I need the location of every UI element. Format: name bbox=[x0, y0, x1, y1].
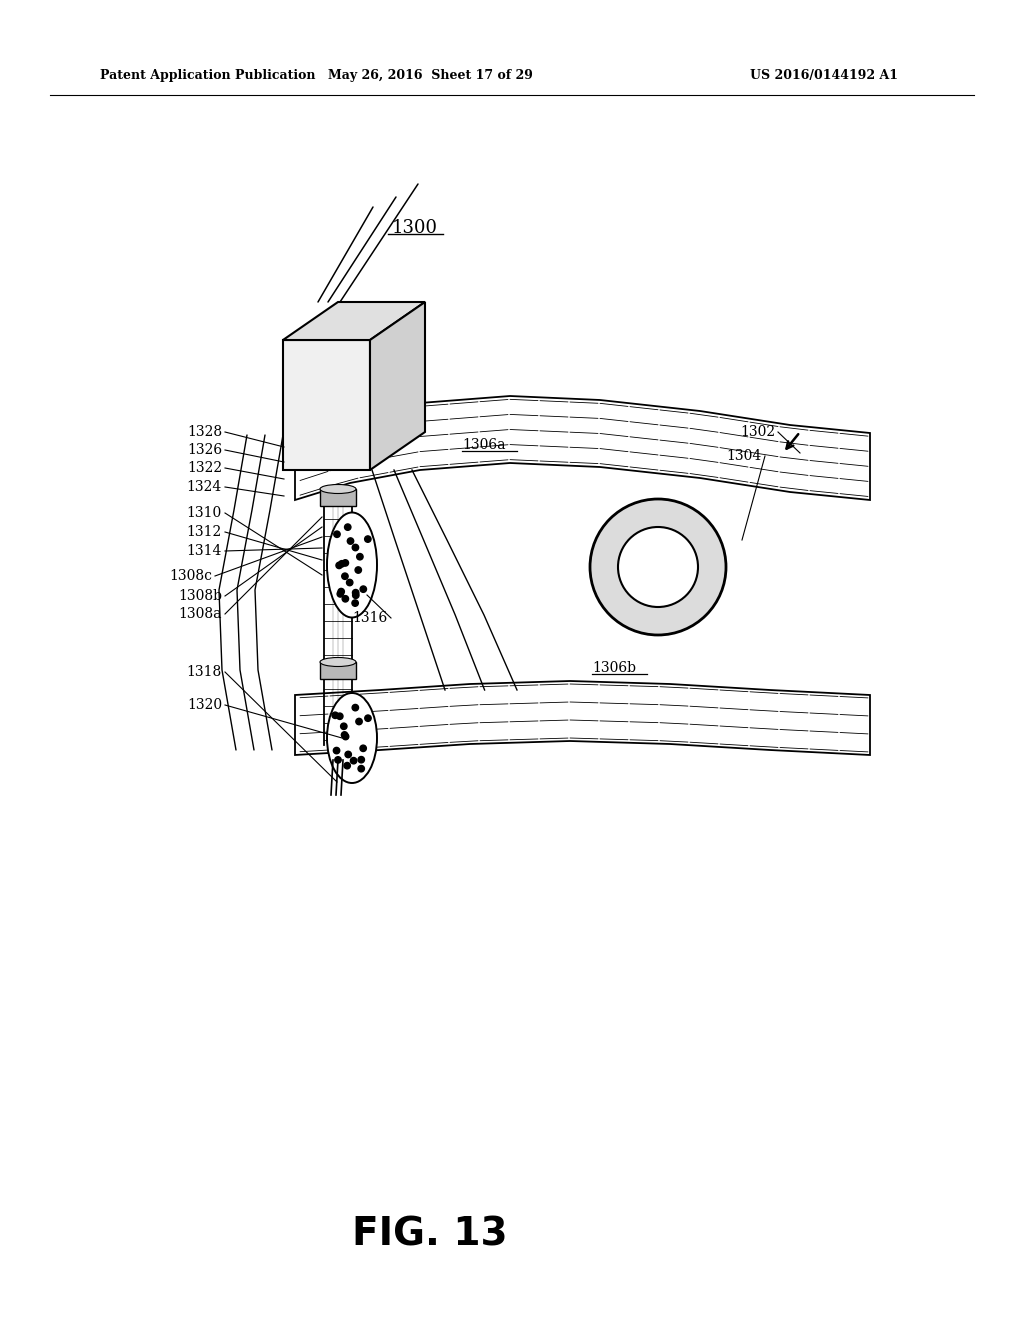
Circle shape bbox=[342, 595, 348, 602]
Text: 1310: 1310 bbox=[186, 506, 222, 520]
Circle shape bbox=[334, 747, 340, 754]
Circle shape bbox=[342, 734, 349, 739]
Text: 1320: 1320 bbox=[186, 698, 222, 711]
Text: 1306a: 1306a bbox=[462, 438, 506, 451]
Polygon shape bbox=[295, 681, 870, 755]
Circle shape bbox=[342, 560, 348, 566]
Circle shape bbox=[345, 751, 351, 758]
Text: 1324: 1324 bbox=[186, 480, 222, 494]
Circle shape bbox=[360, 586, 367, 593]
Ellipse shape bbox=[327, 693, 377, 783]
Circle shape bbox=[352, 590, 358, 595]
Circle shape bbox=[341, 723, 347, 730]
Circle shape bbox=[352, 544, 358, 550]
Circle shape bbox=[358, 756, 365, 763]
Circle shape bbox=[336, 562, 342, 569]
Circle shape bbox=[344, 763, 350, 768]
Text: 1328: 1328 bbox=[186, 425, 222, 440]
Ellipse shape bbox=[327, 512, 377, 618]
Text: 1300: 1300 bbox=[392, 219, 438, 238]
Circle shape bbox=[335, 756, 341, 763]
Bar bbox=[283, 341, 370, 470]
Circle shape bbox=[358, 766, 365, 772]
Circle shape bbox=[332, 711, 338, 718]
Circle shape bbox=[346, 579, 353, 586]
Bar bbox=[319, 663, 356, 678]
Bar bbox=[319, 488, 356, 506]
Text: 1316: 1316 bbox=[352, 611, 388, 624]
Circle shape bbox=[365, 536, 371, 543]
Circle shape bbox=[337, 590, 343, 597]
Circle shape bbox=[352, 705, 358, 711]
Circle shape bbox=[360, 744, 367, 751]
Polygon shape bbox=[283, 302, 425, 341]
Circle shape bbox=[350, 758, 356, 764]
Circle shape bbox=[342, 573, 348, 579]
Polygon shape bbox=[295, 396, 870, 500]
Circle shape bbox=[341, 731, 348, 738]
Text: 1308b: 1308b bbox=[178, 589, 222, 603]
Text: 1308c: 1308c bbox=[169, 569, 212, 583]
Text: 1312: 1312 bbox=[186, 525, 222, 539]
Circle shape bbox=[355, 566, 361, 573]
Text: 1314: 1314 bbox=[186, 544, 222, 558]
Circle shape bbox=[344, 524, 351, 531]
Circle shape bbox=[590, 499, 726, 635]
Text: 1306b: 1306b bbox=[592, 661, 636, 675]
Text: 1326: 1326 bbox=[186, 444, 222, 457]
Circle shape bbox=[356, 553, 364, 560]
Text: FIG. 13: FIG. 13 bbox=[352, 1216, 508, 1254]
Text: 1308a: 1308a bbox=[178, 607, 222, 620]
Ellipse shape bbox=[319, 657, 356, 667]
Circle shape bbox=[337, 713, 343, 719]
Text: May 26, 2016  Sheet 17 of 29: May 26, 2016 Sheet 17 of 29 bbox=[328, 69, 532, 82]
Text: US 2016/0144192 A1: US 2016/0144192 A1 bbox=[750, 69, 898, 82]
Circle shape bbox=[339, 561, 345, 568]
Ellipse shape bbox=[319, 484, 356, 494]
Text: 1302: 1302 bbox=[740, 425, 775, 440]
Text: Patent Application Publication: Patent Application Publication bbox=[100, 69, 315, 82]
Circle shape bbox=[347, 537, 353, 544]
Circle shape bbox=[338, 589, 344, 595]
Circle shape bbox=[334, 531, 340, 537]
Text: 1318: 1318 bbox=[186, 665, 222, 678]
Circle shape bbox=[618, 527, 698, 607]
Polygon shape bbox=[370, 302, 425, 470]
Text: 1304: 1304 bbox=[727, 449, 762, 463]
Circle shape bbox=[352, 599, 358, 606]
Circle shape bbox=[355, 718, 362, 725]
Text: 1322: 1322 bbox=[186, 461, 222, 475]
Circle shape bbox=[365, 715, 371, 722]
Circle shape bbox=[352, 593, 359, 598]
